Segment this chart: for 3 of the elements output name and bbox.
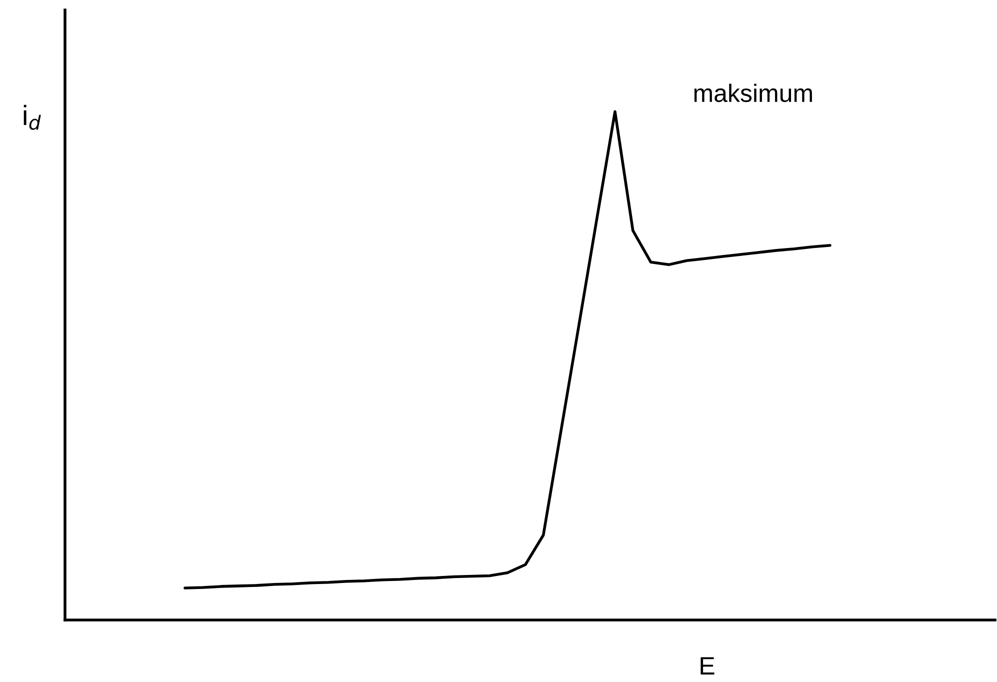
text: maksimum bbox=[694, 84, 812, 102]
x-axis-title: E bbox=[700, 657, 714, 674]
y-axis-title: i$_{d}$ bbox=[24, 104, 41, 130]
